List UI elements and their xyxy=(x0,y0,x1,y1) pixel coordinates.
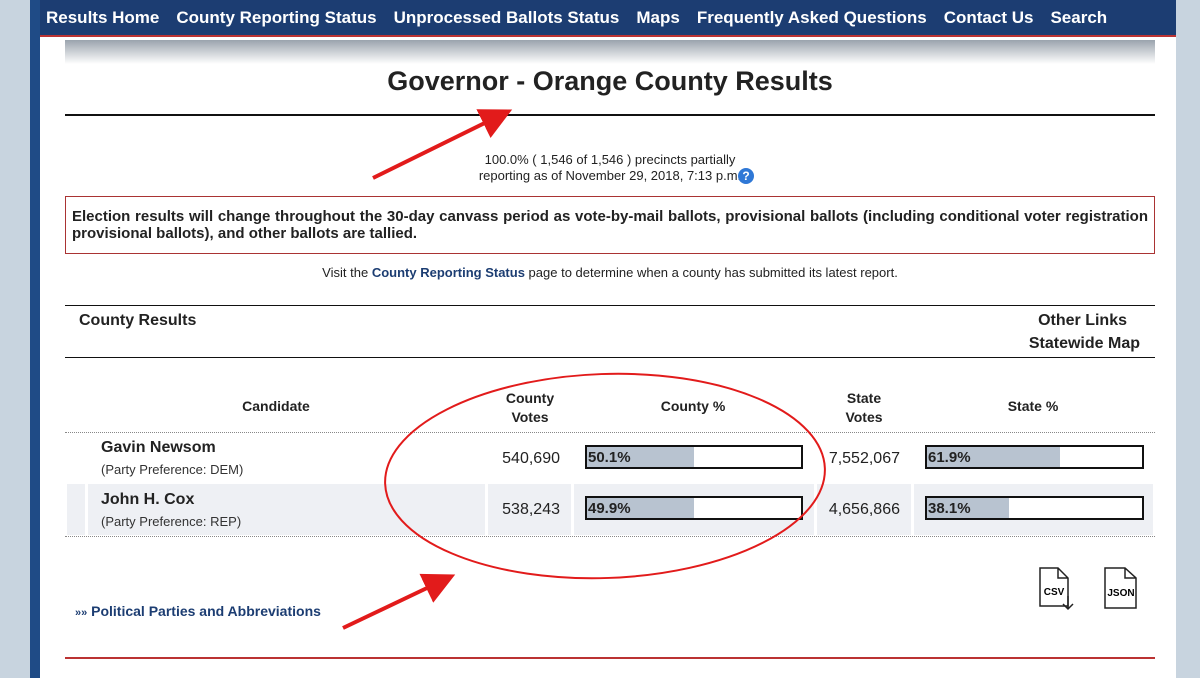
csv-icon[interactable]: CSV xyxy=(1036,566,1078,612)
side-stripe xyxy=(30,0,40,678)
pct-box: 50.1% xyxy=(585,445,803,469)
notice-box: Election results will change throughout … xyxy=(65,196,1155,254)
link[interactable]: County Reporting Status xyxy=(371,265,525,280)
footer-link[interactable]: »» Political Parties and Abbreviations xyxy=(75,603,321,619)
text: page to determine when a county has subm… xyxy=(528,265,898,280)
nav-link[interactable]: Unprocessed Ballots Status xyxy=(393,7,620,27)
link[interactable]: Statewide Map xyxy=(1028,335,1140,352)
state-votes: 4,656,866 xyxy=(828,501,900,518)
column-header: County Votes xyxy=(505,390,555,425)
column-header: County % xyxy=(660,398,726,414)
nav-bar: Results Home County Reporting Status Unp… xyxy=(40,0,1176,37)
section-title: County Results xyxy=(79,312,197,329)
header-shade xyxy=(65,40,1155,64)
nav-link[interactable]: Frequently Asked Questions xyxy=(696,7,927,27)
link-text: Political Parties and Abbreviations xyxy=(91,603,321,619)
pct-bar xyxy=(927,447,1061,467)
nav-link[interactable]: Maps xyxy=(636,7,680,27)
party: (Party Preference: REP) xyxy=(101,514,242,529)
nav-link[interactable]: Results Home xyxy=(46,7,160,27)
nav-link[interactable]: Search xyxy=(1050,7,1108,27)
column-header: State Votes xyxy=(845,390,883,425)
county-votes: 540,690 xyxy=(502,450,560,467)
divider xyxy=(65,432,1155,433)
pct-label: 50.1% xyxy=(588,449,631,466)
notice-text: Election results will change throughout … xyxy=(72,208,1148,242)
pct-label: 49.9% xyxy=(588,500,631,517)
nav-link[interactable]: Contact Us xyxy=(943,7,1034,27)
pct-box: 38.1% xyxy=(925,496,1144,520)
state-votes: 7,552,067 xyxy=(828,450,900,467)
pct-box: 49.9% xyxy=(585,496,803,520)
divider xyxy=(65,357,1155,358)
icon-label: CSV xyxy=(1044,587,1065,598)
text: Visit the xyxy=(322,265,369,280)
county-votes: 538,243 xyxy=(502,501,560,518)
pct-label: 61.9% xyxy=(928,449,971,466)
page-title: Governor - Orange County Results xyxy=(387,66,833,96)
column-header: State % xyxy=(1007,398,1059,414)
content-panel xyxy=(40,0,1176,678)
icon-label: JSON xyxy=(1107,588,1134,599)
reporting-line: reporting as of November 29, 2018, 7:13 … xyxy=(478,168,742,183)
pct-box: 61.9% xyxy=(925,445,1144,469)
candidate-name: Gavin Newsom xyxy=(101,439,216,456)
candidate-name: John H. Cox xyxy=(101,491,195,508)
reporting-line: 100.0% ( 1,546 of 1,546 ) precincts part… xyxy=(484,152,736,167)
visit-line: Visit the County Reporting Status page t… xyxy=(65,265,1155,280)
help-icon[interactable]: ? xyxy=(738,168,754,184)
divider xyxy=(65,305,1155,306)
json-icon[interactable]: JSON xyxy=(1102,566,1142,612)
pct-bar xyxy=(927,498,1009,518)
divider xyxy=(65,114,1155,116)
pct-label: 38.1% xyxy=(928,500,971,517)
nav-link[interactable]: County Reporting Status xyxy=(176,7,377,27)
link-prefix: »» xyxy=(75,607,88,619)
divider xyxy=(65,536,1155,537)
section-title: Other Links xyxy=(1038,312,1127,329)
divider xyxy=(65,657,1155,659)
column-header: Candidate xyxy=(242,398,310,414)
party: (Party Preference: DEM) xyxy=(101,462,244,477)
